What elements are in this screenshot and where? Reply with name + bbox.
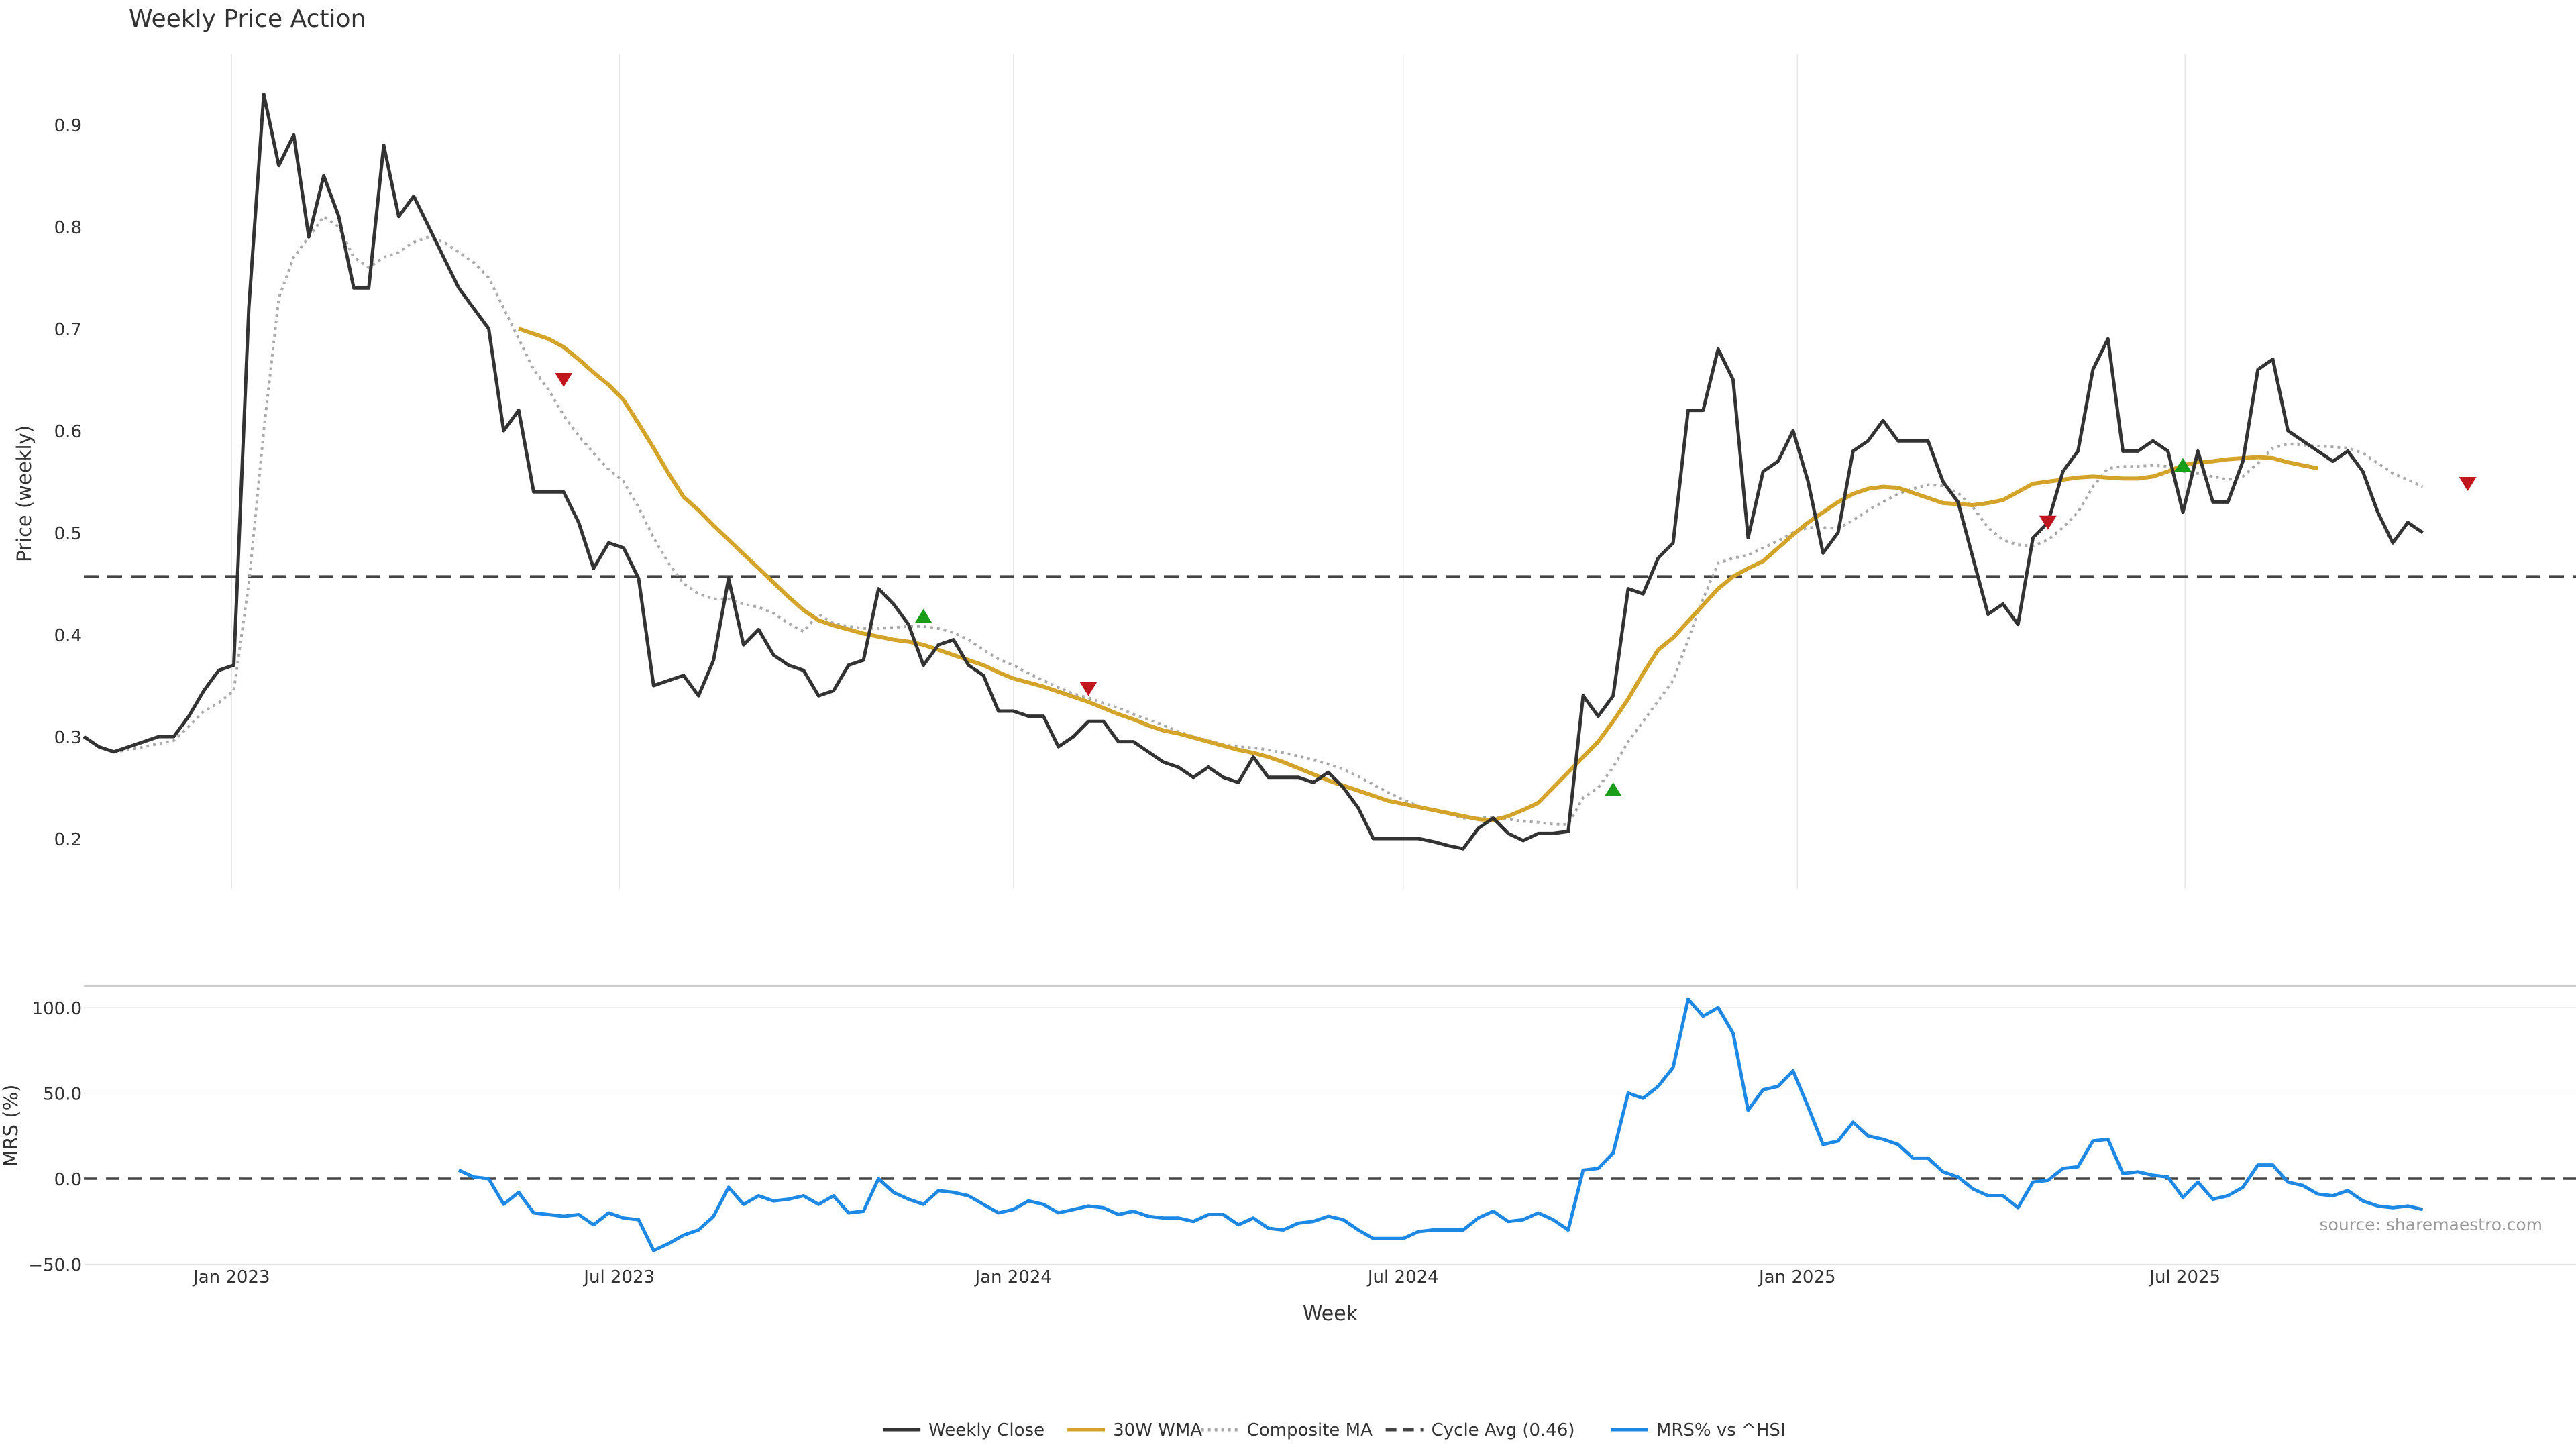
price-y-tick-label: 0.9 [54,116,82,136]
x-tick-label: Jul 2023 [582,1267,655,1287]
price-y-tick-label: 0.6 [54,422,82,442]
mrs-y-tick-label: 100.0 [32,999,82,1019]
legend-label: MRS% vs ^HSI [1656,1420,1786,1440]
legend-label: Composite MA [1247,1420,1373,1440]
weekly-close-line [83,92,2424,851]
sell-signal-marker [555,373,573,387]
x-tick-label: Jan 2024 [973,1267,1052,1287]
price-y-tick-label: 0.8 [54,218,82,238]
price-panel: 0.2 0.3 0.4 0.5 0.6 0.7 0.8 0.9 [54,92,2576,851]
chart-title: Weekly Price Action [129,5,366,33]
source-note: source: sharemaestro.com [2320,1215,2543,1234]
legend-label: Weekly Close [928,1420,1044,1440]
x-tick-label: Jul 2025 [2148,1267,2220,1287]
price-y-tick-label: 0.2 [54,830,82,850]
legend: Weekly Close 30W WMA Composite MA Cycle Avg… [883,1420,1786,1440]
wma-30w-line [518,327,2318,822]
mrs-y-tick-label: 50.0 [43,1085,82,1105]
sell-signal-marker [2039,515,2057,530]
mrs-y-tick-label: 0.0 [54,1170,82,1190]
buy-signal-marker [914,608,932,623]
x-tick-label: Jan 2023 [192,1267,270,1287]
price-y-tick-label: 0.5 [54,524,82,544]
mrs-line [458,997,2424,1252]
x-axis-label: Week [1303,1302,1358,1326]
price-y-axis-label: Price (weekly) [13,425,36,562]
sell-signal-marker [2459,477,2477,492]
mrs-y-tick-label: −50.0 [28,1256,82,1276]
buy-signal-marker [2174,458,2192,472]
price-y-tick-label: 0.7 [54,320,82,340]
price-y-tick-label: 0.4 [54,626,82,646]
sell-signal-marker [1079,682,1097,696]
x-tick-label: Jan 2025 [1758,1267,1836,1287]
price-y-tick-label: 0.3 [54,728,82,748]
mrs-y-axis-label: MRS (%) [0,1085,22,1167]
legend-label: 30W WMA [1113,1420,1202,1440]
mrs-panel: −50.0 0.0 50.0 100.0 Jan 2023 Jul 2023 Jan 202… [28,997,2576,1287]
legend-label: Cycle Avg (0.46) [1432,1420,1575,1440]
buy-signal-marker [1604,782,1622,797]
x-tick-label: Jul 2024 [1366,1267,1439,1287]
